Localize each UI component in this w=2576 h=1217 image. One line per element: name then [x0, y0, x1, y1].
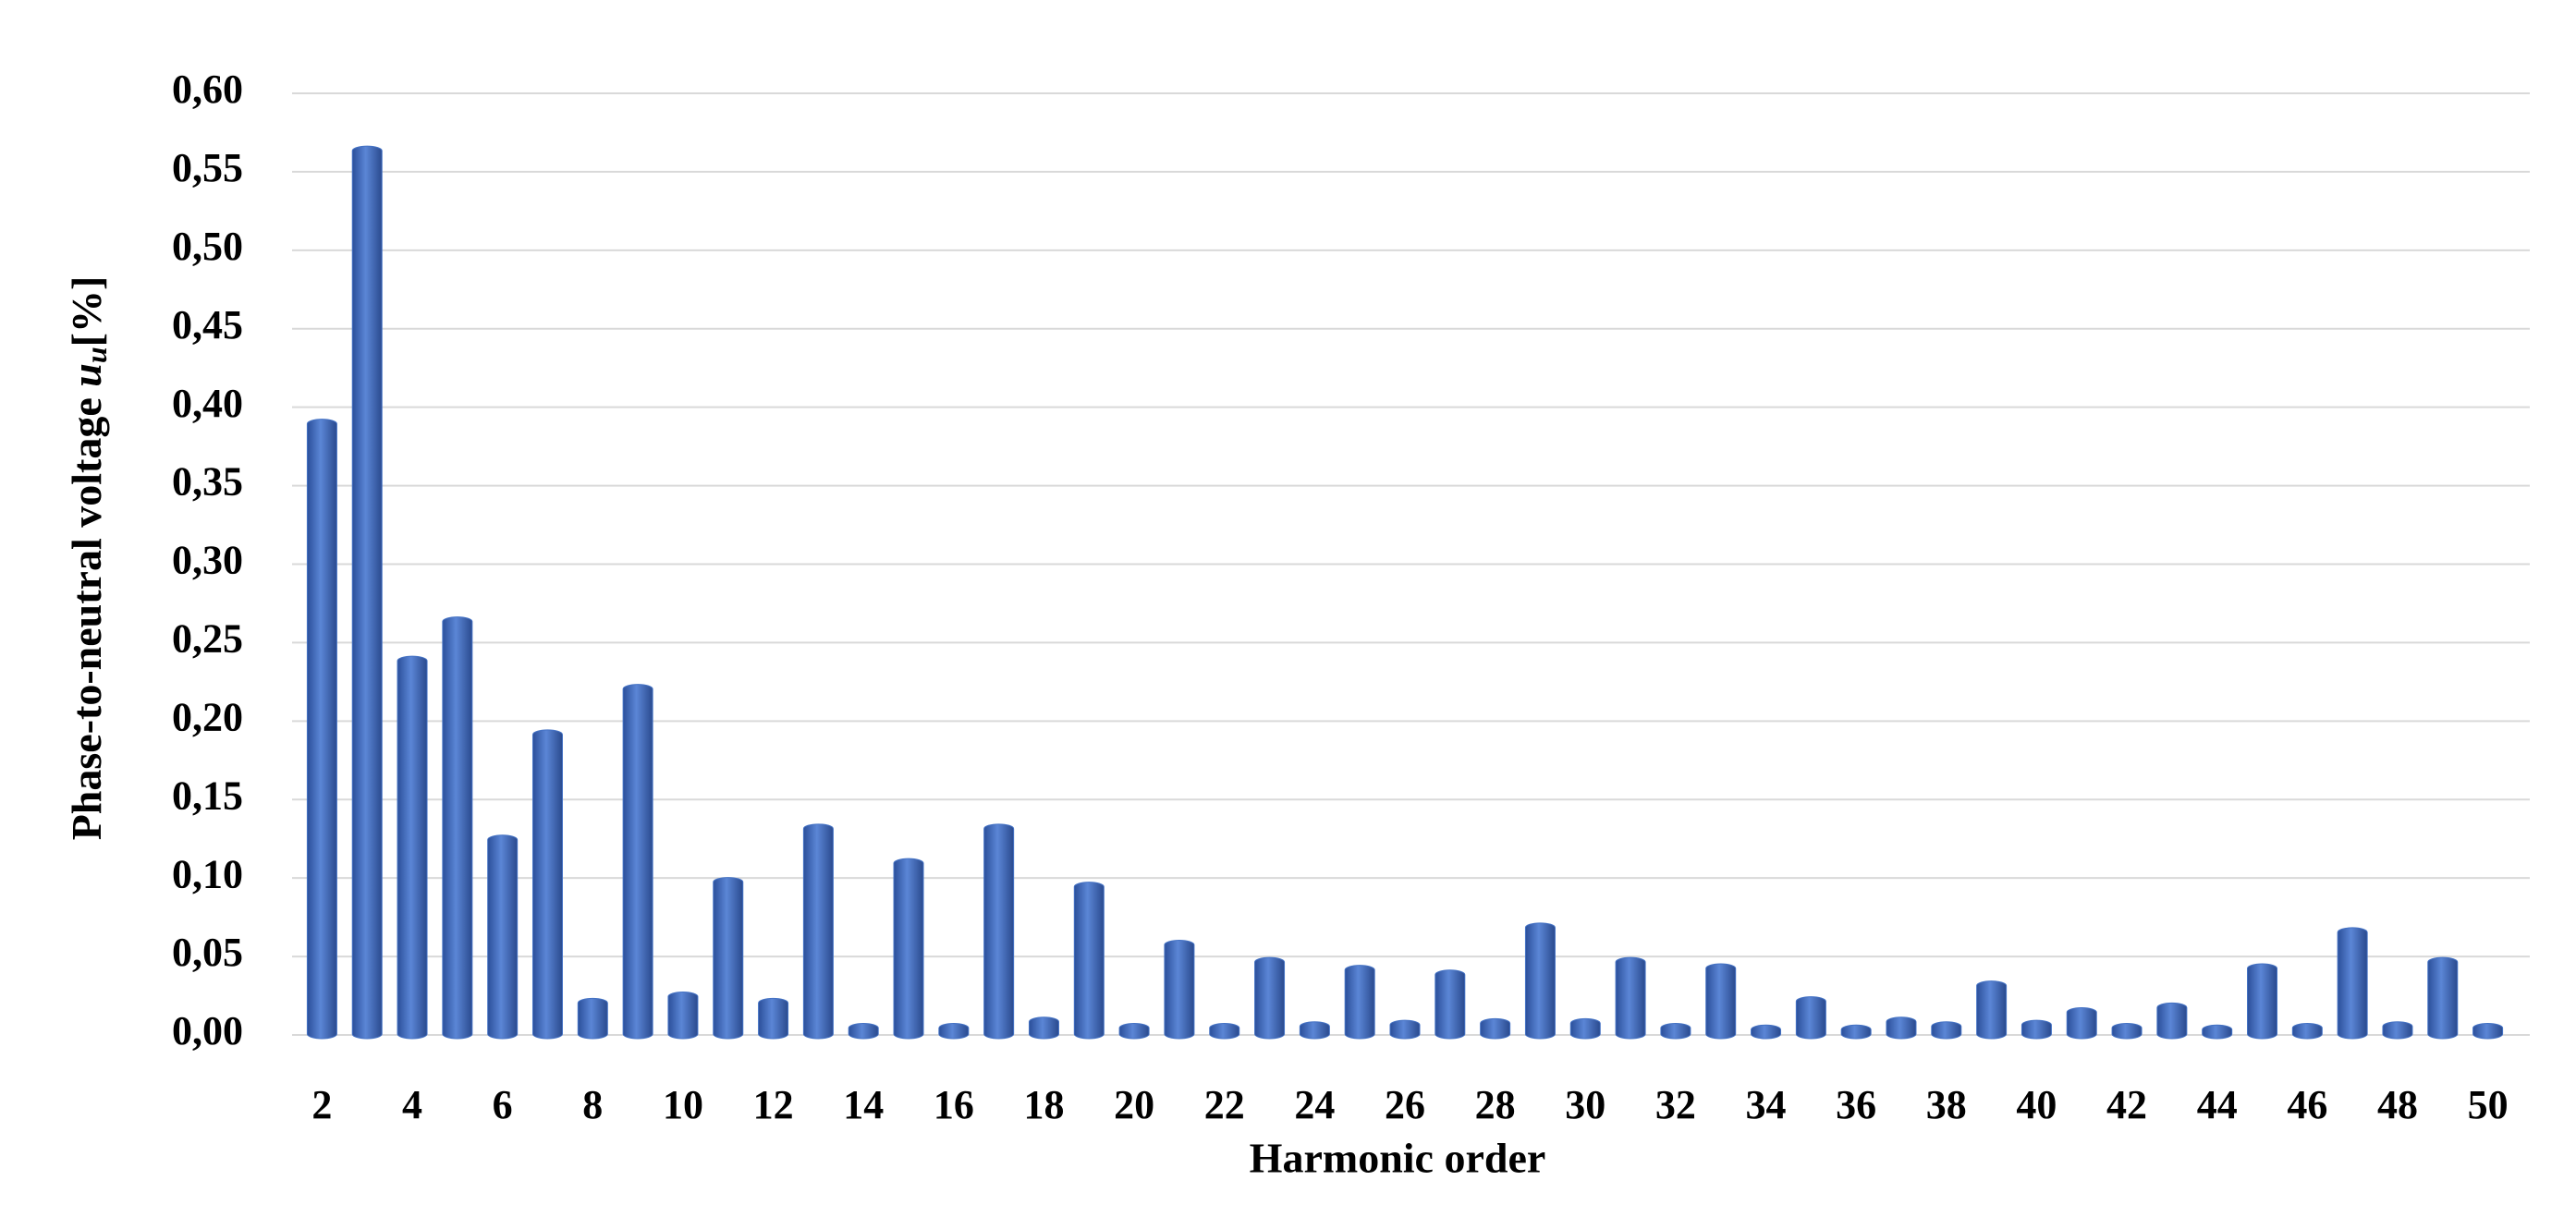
y-tick-label: 0,25: [172, 616, 243, 662]
x-tick-label: 40: [2016, 1082, 2057, 1127]
y-tick-label: 0,35: [172, 459, 243, 505]
bar: [1569, 1017, 1601, 1040]
x-tick-label: 26: [1385, 1082, 1425, 1127]
bar: [848, 1023, 879, 1040]
bar: [1751, 1024, 1782, 1040]
x-tick-label: 18: [1023, 1082, 1064, 1127]
bar: [893, 858, 924, 1040]
bar: [2472, 1023, 2504, 1040]
x-tick-label: 10: [663, 1082, 703, 1127]
x-tick-label: 14: [843, 1082, 884, 1127]
bar: [1886, 1016, 1917, 1040]
bar: [577, 997, 608, 1040]
bar: [1073, 882, 1105, 1040]
bar: [531, 729, 563, 1040]
bar: [487, 834, 519, 1040]
bar: [1480, 1017, 1511, 1040]
y-tick-label: 0,10: [172, 851, 243, 896]
bar: [622, 684, 653, 1040]
x-tick-label: 36: [1836, 1082, 1876, 1127]
x-tick-label: 50: [2468, 1082, 2509, 1127]
x-tick-label: 20: [1114, 1082, 1154, 1127]
x-tick-label: 46: [2287, 1082, 2327, 1127]
bar: [1931, 1021, 1962, 1040]
y-axis-title-text: Phase-to-neutral voltage: [63, 397, 110, 840]
bar: [306, 419, 337, 1040]
bar: [938, 1023, 970, 1040]
y-tick-label: 0,50: [172, 224, 243, 269]
y-tick-label: 0,20: [172, 694, 243, 739]
bar: [1254, 956, 1286, 1040]
y-axis-unit: [%]: [63, 276, 110, 347]
bar: [2202, 1024, 2233, 1040]
y-tick-label: 0,55: [172, 145, 243, 190]
x-tick-label: 24: [1294, 1082, 1335, 1127]
y-tick-label: 0,15: [172, 773, 243, 818]
x-tick-label: 42: [2106, 1082, 2147, 1127]
bar: [1389, 1019, 1421, 1040]
bar: [442, 616, 473, 1040]
y-tick-label: 0,00: [172, 1008, 243, 1053]
x-tick-label: 28: [1475, 1082, 1516, 1127]
bar: [1164, 939, 1195, 1040]
bar: [1840, 1024, 1872, 1040]
bar: [351, 145, 383, 1040]
bar: [758, 997, 789, 1040]
bar: [1976, 980, 2008, 1040]
x-tick-label: 34: [1746, 1082, 1787, 1127]
x-tick-label: 6: [493, 1082, 513, 1127]
x-tick-label: 48: [2377, 1082, 2418, 1127]
bar: [2337, 927, 2368, 1040]
x-tick-label: 32: [1655, 1082, 1696, 1127]
bar: [1615, 956, 1646, 1040]
bar: [1028, 1016, 1059, 1040]
bar: [1524, 922, 1556, 1040]
x-tick-label: 44: [2197, 1082, 2238, 1127]
bar: [2156, 1002, 2188, 1040]
y-tick-label: 0,40: [172, 381, 243, 426]
y-tick-label: 0,60: [172, 67, 243, 112]
bar: [2382, 1021, 2413, 1040]
y-axis-subscript: u: [79, 347, 113, 363]
x-tick-label: 2: [311, 1082, 332, 1127]
bar: [667, 992, 699, 1040]
bar: [2021, 1019, 2052, 1040]
bar: [2247, 963, 2278, 1040]
x-tick-label: 4: [402, 1082, 422, 1127]
bar: [1344, 965, 1375, 1040]
bar: [2066, 1007, 2097, 1040]
bar: [397, 655, 428, 1040]
bar: [1118, 1023, 1150, 1040]
x-tick-label: 8: [582, 1082, 603, 1127]
bar: [1660, 1023, 1691, 1040]
y-tick-label: 0,45: [172, 302, 243, 347]
y-axis-title: Phase-to-neutral voltage uu[%]: [63, 276, 114, 841]
bar: [1435, 969, 1466, 1040]
bar: [2111, 1023, 2143, 1040]
bar: [1299, 1021, 1330, 1040]
bar: [1209, 1023, 1240, 1040]
x-tick-label: 30: [1565, 1082, 1605, 1127]
bar: [1705, 963, 1737, 1040]
bar: [2291, 1023, 2323, 1040]
x-axis-title: Harmonic order: [1250, 1135, 1546, 1182]
y-tick-label: 0,30: [172, 538, 243, 583]
y-axis-symbol: u: [63, 363, 110, 387]
bar: [2427, 956, 2459, 1040]
y-tick-label: 0,05: [172, 930, 243, 975]
x-tick-label: 16: [934, 1082, 974, 1127]
bar: [1795, 996, 1826, 1040]
x-tick-label: 12: [753, 1082, 794, 1127]
x-tick-label: 38: [1926, 1082, 1967, 1127]
bar: [802, 823, 834, 1040]
bar: [983, 823, 1015, 1040]
x-tick-label: 22: [1204, 1082, 1245, 1127]
bar: [713, 877, 744, 1040]
